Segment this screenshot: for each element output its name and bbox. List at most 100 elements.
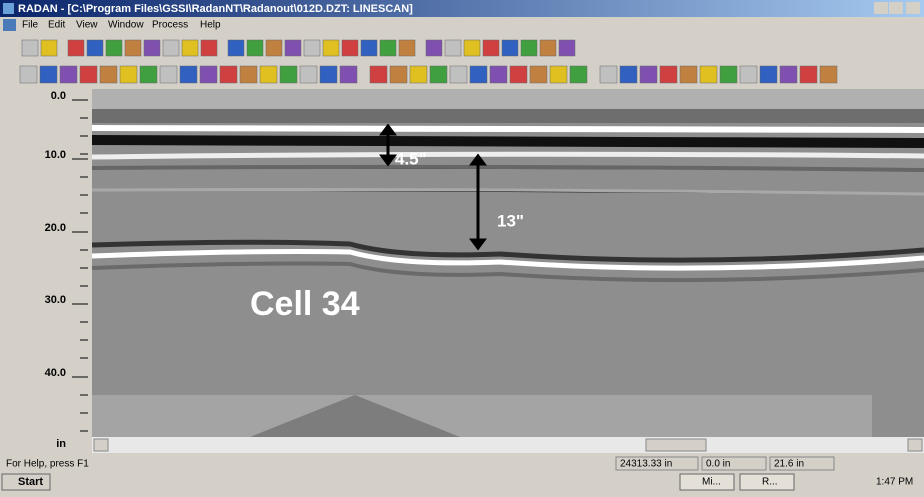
tool-button[interactable] — [490, 66, 507, 83]
tool-button[interactable] — [22, 40, 38, 56]
window-controls[interactable] — [874, 2, 920, 14]
tool-button[interactable] — [280, 66, 297, 83]
tool-button[interactable] — [410, 66, 427, 83]
tool-button[interactable] — [320, 66, 337, 83]
app-icon — [3, 3, 14, 14]
status-text: 24313.33 in — [620, 459, 672, 470]
tool-button[interactable] — [530, 66, 547, 83]
start-label[interactable]: Start — [18, 476, 43, 488]
tool-button[interactable] — [342, 40, 358, 56]
status-text: 21.6 in — [774, 459, 804, 470]
tool-button[interactable] — [100, 66, 117, 83]
menu-item[interactable]: File — [22, 20, 39, 31]
tool-button[interactable] — [285, 40, 301, 56]
annotation: 4.5" — [395, 149, 427, 168]
menu-item[interactable]: Edit — [48, 20, 65, 31]
tool-button[interactable] — [125, 40, 141, 56]
tool-button[interactable] — [470, 66, 487, 83]
tool-button[interactable] — [426, 40, 442, 56]
tool-button[interactable] — [180, 66, 197, 83]
tool-button[interactable] — [68, 40, 84, 56]
task-label[interactable]: Mi... — [702, 477, 721, 488]
tool-button[interactable] — [550, 66, 567, 83]
tool-button[interactable] — [370, 66, 387, 83]
tool-button[interactable] — [800, 66, 817, 83]
tool-button[interactable] — [228, 40, 244, 56]
tool-button[interactable] — [80, 66, 97, 83]
depth-label: 10.0 — [45, 149, 66, 161]
tool-button[interactable] — [680, 66, 697, 83]
tool-button[interactable] — [220, 66, 237, 83]
tool-button[interactable] — [700, 66, 717, 83]
tool-button[interactable] — [361, 40, 377, 56]
menu-item[interactable]: View — [76, 20, 98, 31]
tool-button[interactable] — [760, 66, 777, 83]
tool-button[interactable] — [266, 40, 282, 56]
tool-button[interactable] — [247, 40, 263, 56]
window-title: RADAN - [C:\Program Files\GSSI\RadanNT\R… — [18, 3, 413, 15]
doc-icon — [3, 19, 16, 31]
menu-item[interactable]: Help — [200, 20, 221, 31]
tool-button[interactable] — [323, 40, 339, 56]
tool-button[interactable] — [120, 66, 137, 83]
tool-button[interactable] — [106, 40, 122, 56]
tool-button[interactable] — [240, 66, 257, 83]
scroll-thumb[interactable] — [646, 439, 706, 451]
scroll-right[interactable] — [908, 439, 922, 451]
tool-button[interactable] — [200, 66, 217, 83]
menu-item[interactable]: Window — [108, 20, 144, 31]
screen: RADAN - [C:\Program Files\GSSI\RadanNT\R… — [0, 0, 924, 492]
tool-button[interactable] — [450, 66, 467, 83]
tool-button[interactable] — [720, 66, 737, 83]
tool-button[interactable] — [340, 66, 357, 83]
h-scrollbar[interactable] — [92, 437, 924, 453]
depth-label: 40.0 — [45, 367, 66, 379]
tool-button[interactable] — [820, 66, 837, 83]
tool-button[interactable] — [380, 40, 396, 56]
tool-button[interactable] — [140, 66, 157, 83]
menu-item[interactable]: Process — [152, 20, 188, 31]
tool-button[interactable] — [20, 66, 37, 83]
tool-button[interactable] — [559, 40, 575, 56]
tool-button[interactable] — [160, 66, 177, 83]
tool-button[interactable] — [60, 66, 77, 83]
tool-button[interactable] — [660, 66, 677, 83]
clock: 1:47 PM — [876, 477, 913, 488]
scroll-left[interactable] — [94, 439, 108, 451]
depth-label: 20.0 — [45, 222, 66, 234]
tool-button[interactable] — [600, 66, 617, 83]
tool-button[interactable] — [445, 40, 461, 56]
tool-button[interactable] — [780, 66, 797, 83]
annotation: 13" — [497, 211, 524, 230]
tool-button[interactable] — [390, 66, 407, 83]
tool-button[interactable] — [40, 66, 57, 83]
depth-label: 30.0 — [45, 294, 66, 306]
tool-button[interactable] — [640, 66, 657, 83]
task-label[interactable]: R... — [762, 477, 778, 488]
tool-button[interactable] — [430, 66, 447, 83]
status-help: For Help, press F1 — [6, 459, 89, 470]
tool-button[interactable] — [483, 40, 499, 56]
tool-button[interactable] — [620, 66, 637, 83]
tool-button[interactable] — [300, 66, 317, 83]
tool-button[interactable] — [41, 40, 57, 56]
tool-button[interactable] — [570, 66, 587, 83]
depth-unit: in — [56, 438, 66, 450]
tool-button[interactable] — [304, 40, 320, 56]
tool-button[interactable] — [163, 40, 179, 56]
cell-label: Cell 34 — [250, 285, 360, 323]
tool-button[interactable] — [502, 40, 518, 56]
depth-ruler — [0, 89, 92, 437]
tool-button[interactable] — [464, 40, 480, 56]
tool-button[interactable] — [201, 40, 217, 56]
tool-button[interactable] — [260, 66, 277, 83]
tool-button[interactable] — [144, 40, 160, 56]
page: RADAN - [C:\Program Files\GSSI\RadanNT\R… — [0, 0, 924, 492]
tool-button[interactable] — [540, 40, 556, 56]
tool-button[interactable] — [399, 40, 415, 56]
tool-button[interactable] — [521, 40, 537, 56]
tool-button[interactable] — [510, 66, 527, 83]
tool-button[interactable] — [87, 40, 103, 56]
tool-button[interactable] — [740, 66, 757, 83]
tool-button[interactable] — [182, 40, 198, 56]
